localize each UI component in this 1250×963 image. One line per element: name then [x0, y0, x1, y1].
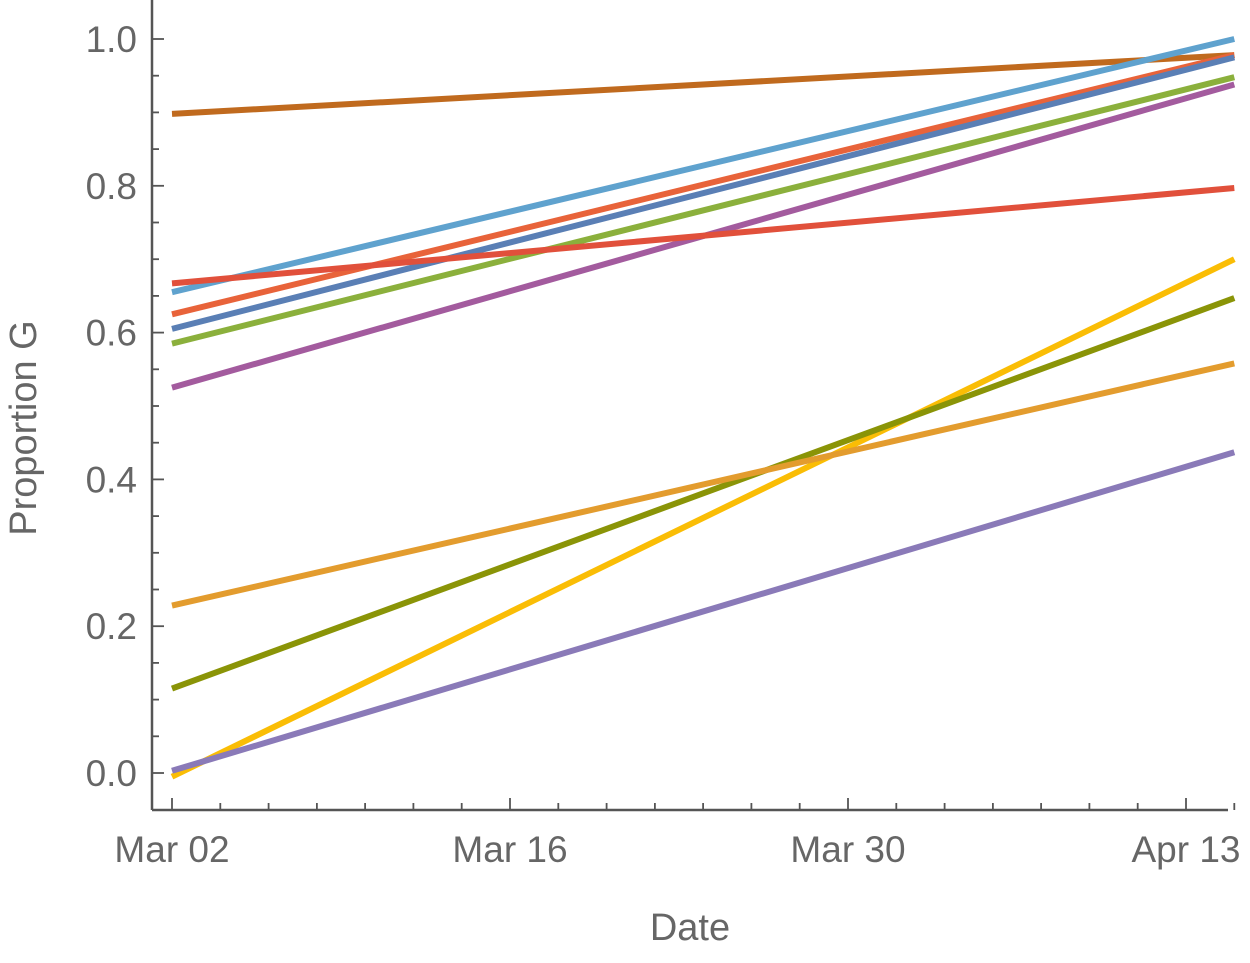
- series-line-4: [171, 54, 1236, 332]
- series-line-8: [170, 256, 1236, 780]
- x-tick-label: Mar 02: [114, 829, 229, 870]
- series-line-10: [171, 360, 1235, 609]
- y-tick-label: 0.0: [86, 753, 137, 794]
- series-line-3: [171, 52, 1236, 318]
- series-layer: [170, 36, 1236, 780]
- tick-labels-layer: Mar 02 Mar 16 Mar 30 Apr 13 0.0 0.2 0.4 0.6 0.8 1…: [86, 19, 1241, 870]
- series-line-9: [170, 295, 1236, 692]
- y-axis-title: Proportion G: [3, 320, 45, 535]
- series-line-5: [171, 74, 1236, 347]
- series-line-7: [171, 185, 1235, 287]
- y-tick-label: 0.8: [86, 166, 137, 207]
- x-tick-label: Mar 16: [452, 829, 567, 870]
- x-tick-label: Mar 30: [790, 829, 905, 870]
- axes-layer: [150, 0, 1228, 812]
- x-axis-title: Date: [650, 907, 730, 949]
- y-tick-label: 0.6: [86, 313, 137, 354]
- y-tick-label: 0.2: [86, 606, 137, 647]
- ticks-layer: [152, 38, 1236, 810]
- y-tick-label: 1.0: [86, 19, 137, 60]
- x-tick-label: Apr 13: [1131, 829, 1240, 870]
- series-line-2: [171, 36, 1235, 296]
- series-line-11: [171, 449, 1236, 774]
- series-line-1: [171, 52, 1235, 117]
- y-tick-label: 0.4: [86, 459, 137, 500]
